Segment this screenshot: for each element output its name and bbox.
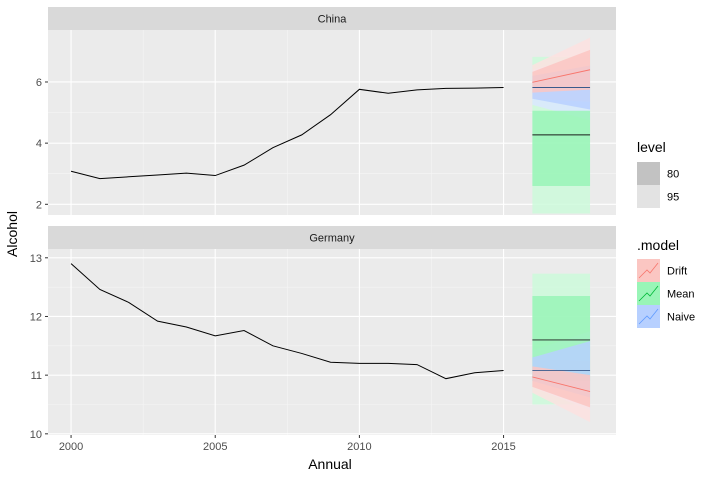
legend-key-model [637,305,660,328]
x-tick-label: 2000 [59,441,83,453]
legend-key-level [637,185,660,208]
legend-key-model [637,259,660,282]
facet-china: China 2 4 6 [36,7,616,215]
legend-label-model: Mean [667,289,695,301]
facet-strip-label: Germany [309,233,355,245]
legend-title-model: .model [637,237,679,253]
y-tick-label: 11 [31,370,42,382]
facet-strip-label: China [318,14,348,26]
facet-panels: China 2 4 6 Germany 10 11 12 13 [30,7,616,441]
legend-key-level [637,162,660,185]
x-tick-label: 2010 [347,441,371,453]
legend-title-level: level [637,139,666,155]
interval-80-drift [532,366,591,408]
history-line [70,263,504,380]
legend-key-line [638,308,659,325]
interval-80-mean [532,110,591,186]
y-tick-label: 4 [36,138,42,150]
panel-background [48,249,616,435]
y-tick-label: 13 [30,253,42,265]
x-tick-label: 2015 [491,441,515,453]
legend-key-model [637,282,660,305]
history-line [70,86,504,180]
interval-80-drift [532,49,591,93]
facet-strip [48,226,616,249]
panel-background [48,30,616,215]
legend-key-line [638,262,659,279]
x-axis: 2000 2005 2010 2015 [59,435,516,453]
x-axis-title: Annual [308,456,352,472]
legend-label-level: 80 [667,169,679,181]
legend-label-level: 95 [667,192,679,204]
legend-label-model: Naive [667,312,695,324]
y-tick-label: 10 [30,429,42,441]
y-tick-label: 2 [36,199,42,211]
legend-label-model: Drift [667,266,687,278]
legend-key-line [638,285,659,302]
y-tick-label: 6 [36,77,42,89]
legend: level 80 95 .model Drift Mean Naive [637,139,695,328]
x-tick-label: 2005 [203,441,227,453]
y-tick-label: 12 [30,311,42,323]
y-axis-title: Alcohol [4,211,20,257]
forecast-mean-drift [532,69,591,83]
forecast-mean-drift [532,376,591,393]
facet-germany: Germany 10 11 12 13 [30,226,616,441]
facet-strip [48,7,616,30]
